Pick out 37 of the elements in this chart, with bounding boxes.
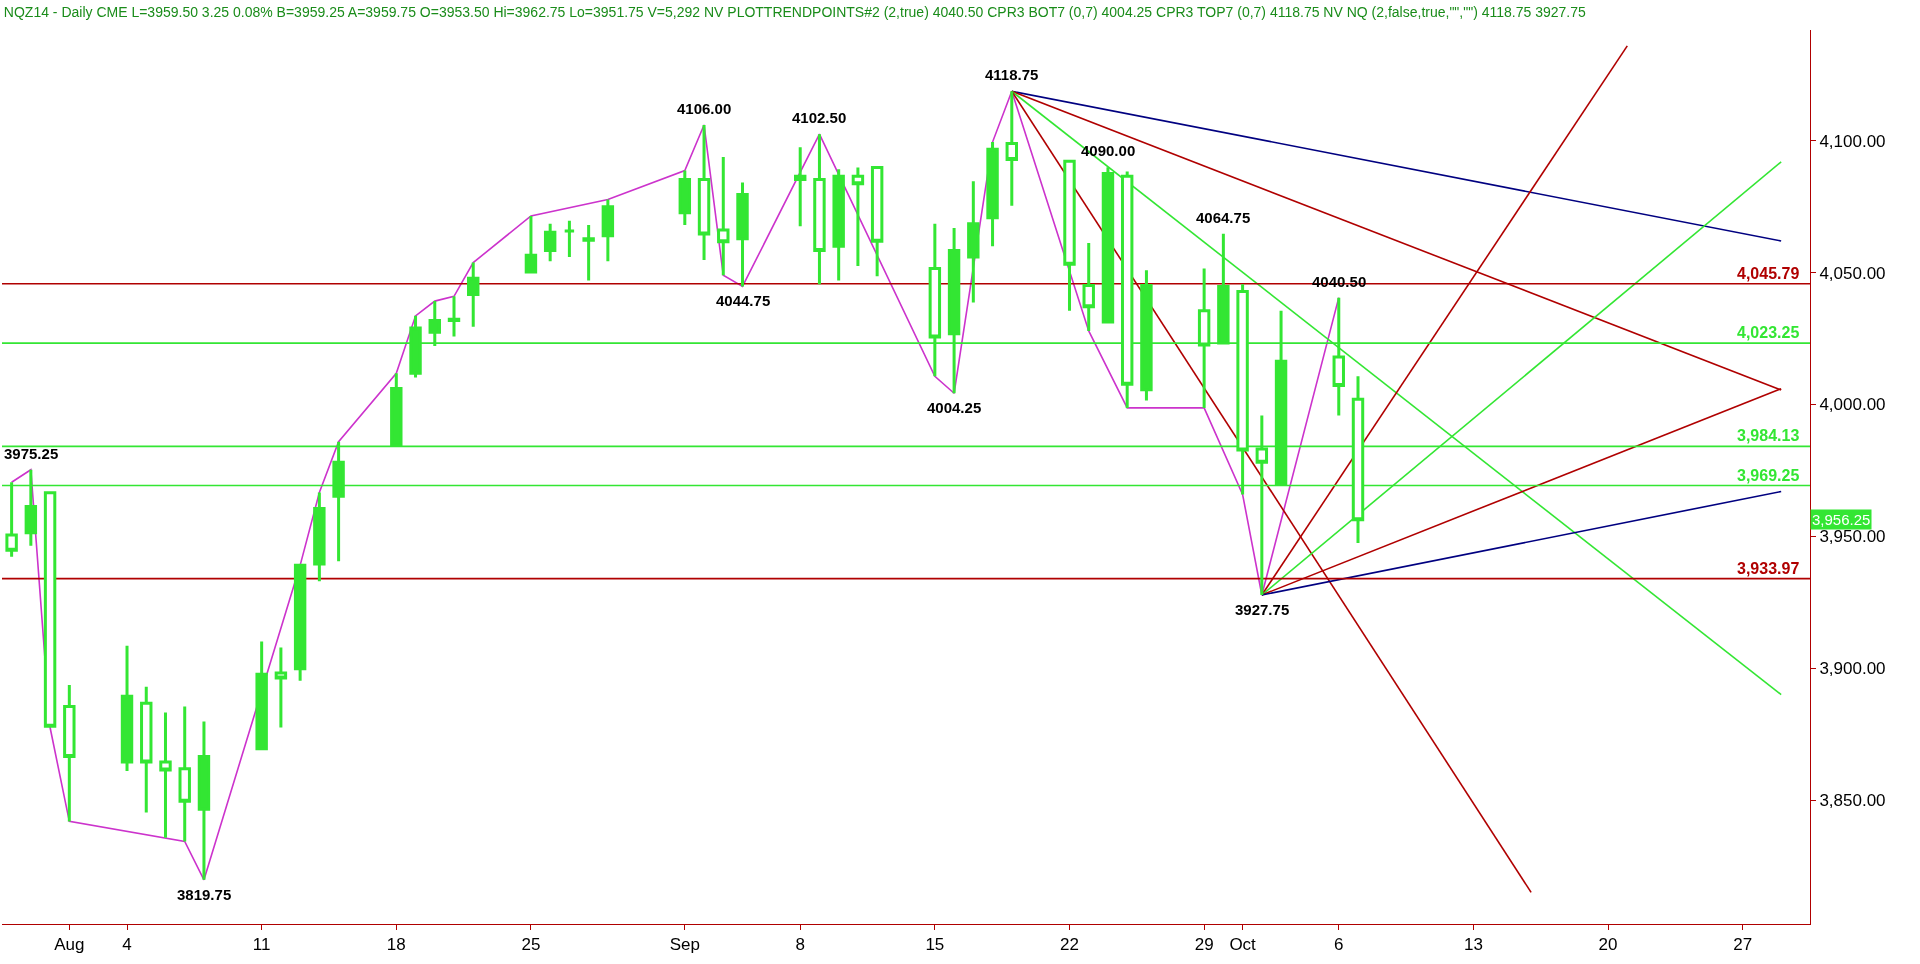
y-tick-label: 3,900.00: [1819, 659, 1886, 679]
x-tick-label: 25: [521, 935, 541, 955]
x-tick-label: 15: [925, 935, 945, 955]
annotation: 4106.00: [677, 100, 732, 117]
y-tick-label: 4,000.00: [1819, 395, 1886, 415]
x-tick-label: 27: [1733, 935, 1753, 955]
x-tick-label: 4: [122, 935, 132, 955]
x-tick-label: 22: [1060, 935, 1079, 955]
x-tick-label: Aug: [54, 935, 85, 955]
chart-title: NQZ14 - Daily CME L=3959.50 3.25 0.08% B=3959.25 A=3959.75 O=3953.50 Hi=3962.75 Lo=3951.75 V=5,292 NV PLOTTRENDPOINTS#2 (2,true) 4040.50 CPR3 BOT7 (0,7) 4004.25 CPR3 TOP7 (0,7) 4118.75 NV NQ (2,false,true,"","") 4118.75 3927.75: [3, 3, 1587, 20]
x-tick-label: 8: [795, 935, 805, 955]
annotation: 3927.75: [1235, 601, 1290, 618]
x-tick-label: 6: [1334, 935, 1344, 955]
y-tick-label: 4,050.00: [1819, 263, 1886, 283]
annotation: 4044.75: [716, 292, 771, 309]
x-tick-label: Oct: [1229, 935, 1257, 955]
x-tick-label: 11: [252, 935, 271, 955]
annotation: 4118.75: [985, 66, 1039, 83]
x-tick-label: Sep: [669, 935, 700, 955]
x-tick-label: 20: [1598, 935, 1618, 955]
text: 3,956.25: [1812, 511, 1871, 528]
annotation: 4102.50: [792, 109, 847, 126]
annotation: 4004.25: [927, 399, 982, 416]
annotation: 3819.75: [177, 886, 232, 903]
annotation: 3975.25: [4, 445, 59, 462]
y-tick-label: 3,850.00: [1819, 791, 1886, 810]
ref-line-label: 3,933.97: [1737, 560, 1800, 577]
annotation: 4064.75: [1196, 209, 1251, 226]
y-tick-label: 3,950.00: [1819, 527, 1886, 547]
x-tick-label: 29: [1194, 935, 1214, 955]
ref-line-label: 4,045.79: [1737, 265, 1800, 282]
y-tick-label: 4,100.00: [1819, 131, 1886, 151]
ref-line-label: 4,023.25: [1737, 324, 1800, 341]
x-tick-label: 18: [386, 935, 406, 955]
ref-line-label: 3,969.25: [1737, 467, 1800, 484]
x-tick-label: 13: [1463, 935, 1483, 955]
ref-line-label: 3,984.13: [1737, 427, 1800, 444]
